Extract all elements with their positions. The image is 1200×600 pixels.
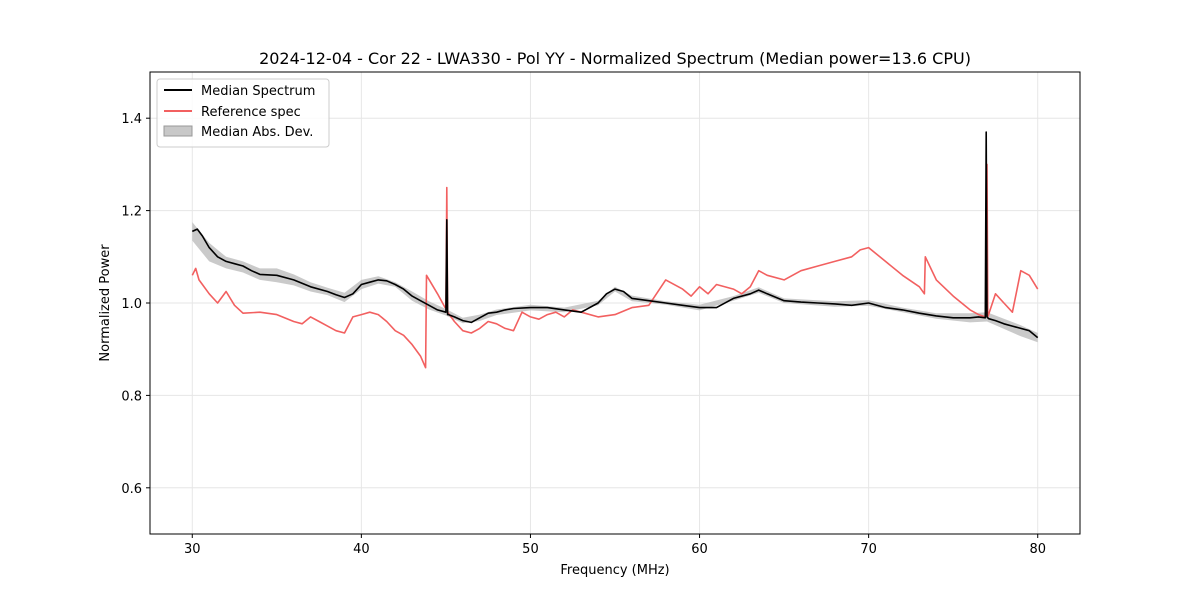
y-tick-label: 0.8: [121, 389, 142, 404]
y-axis-ticks: 0.6 0.8 1.0 1.2 1.4: [121, 112, 150, 497]
median-spectrum-series: [191, 131, 1039, 339]
grid-lines: [150, 72, 1080, 534]
y-tick-label: 1.0: [121, 297, 142, 312]
median-abs-dev-band: [192, 222, 1038, 343]
mad-band: [192, 222, 1038, 343]
chart-title: 2024-12-04 - Cor 22 - LWA330 - Pol YY - …: [259, 49, 971, 68]
y-tick-label: 1.2: [121, 205, 142, 220]
median-spectrum-line: [191, 131, 1039, 339]
legend-label-reference: Reference spec: [201, 105, 301, 120]
legend-label-mad: Median Abs. Dev.: [201, 125, 313, 140]
y-tick-label: 0.6: [121, 482, 142, 497]
reference-spec-line: [191, 163, 1039, 369]
x-tick-label: 70: [860, 542, 877, 557]
x-axis-ticks: 30 40 50 60 70 80: [184, 534, 1046, 557]
reference-spec-series: [191, 163, 1039, 369]
x-tick-label: 30: [184, 542, 201, 557]
x-tick-label: 60: [691, 542, 708, 557]
legend-swatch-mad: [163, 125, 193, 137]
y-tick-label: 1.4: [121, 112, 142, 127]
legend-box: [156, 78, 330, 148]
legend-label-median: Median Spectrum: [201, 84, 315, 99]
x-tick-label: 50: [522, 542, 539, 557]
x-tick-label: 80: [1029, 542, 1046, 557]
y-axis-label: Normalized Power: [98, 244, 113, 362]
x-axis-label: Frequency (MHz): [560, 563, 669, 578]
x-tick-label: 40: [353, 542, 370, 557]
legend: Median Spectrum Reference spec Median Ab…: [156, 78, 330, 148]
